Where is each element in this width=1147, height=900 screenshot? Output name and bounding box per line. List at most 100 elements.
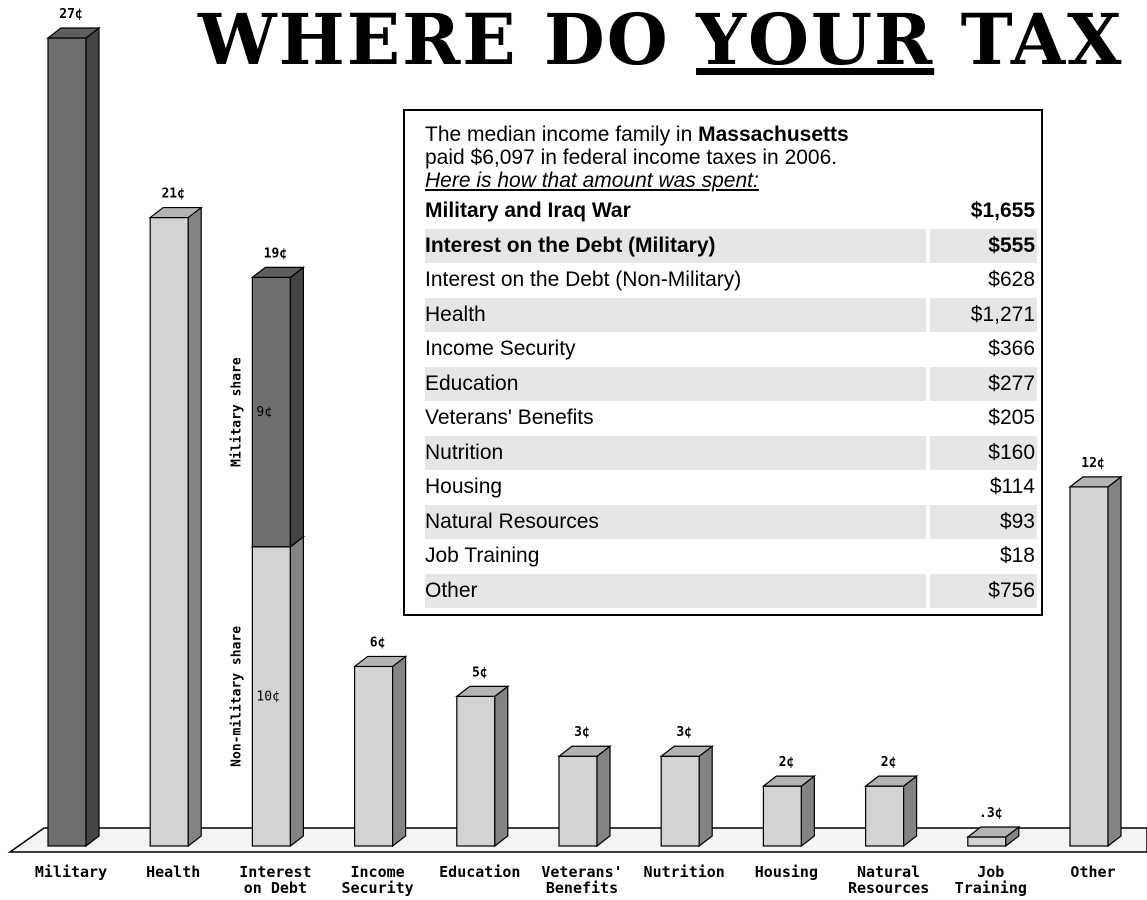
segment-name-label: Non-military share [229, 626, 244, 767]
bar-segment-front [251, 546, 291, 847]
table-row: Job Training $18 [425, 539, 1037, 574]
category-label: Interest [239, 863, 311, 881]
bar-value-label: 5¢ [472, 665, 488, 680]
bar-top [863, 775, 919, 787]
bar-top [1068, 476, 1123, 488]
row-label: Other [425, 573, 929, 608]
category-label: Military [35, 863, 107, 881]
bar-value-label: 6¢ [370, 635, 386, 650]
chart-title: WHERE DO YOUR TAX DOLLARS GO? [197, 0, 1147, 81]
bar-segment-front [251, 276, 291, 548]
row-amount: $756 [926, 573, 1037, 608]
bar-top [966, 826, 1021, 838]
bars-group [46, 26, 1123, 848]
bar-top [46, 27, 101, 39]
row-label: Military and Iraq War [425, 199, 631, 223]
row-label: Veterans' Benefits [425, 406, 594, 430]
bar-value-label: 3¢ [676, 725, 692, 740]
bar-value-label: 27¢ [59, 7, 82, 22]
bar [455, 685, 510, 848]
segment-value-label: 9¢ [256, 405, 272, 420]
bar-value-label: 19¢ [264, 246, 287, 261]
bar-top [557, 745, 612, 757]
table-row: Military and Iraq War $1,655 [425, 194, 1037, 229]
table-row: Health $1,271 [425, 297, 1037, 332]
row-label: Income Security [425, 337, 576, 361]
row-label: Health [425, 297, 929, 332]
bar-value-label: 21¢ [161, 187, 184, 202]
state-name: Massachusetts [698, 123, 849, 146]
bar [148, 206, 203, 848]
bar-top [352, 655, 408, 668]
category-label: Education [439, 863, 520, 881]
bar-side [902, 774, 918, 848]
row-amount: $160 [926, 435, 1037, 470]
row-label: Interest on the Debt (Non-Military) [425, 268, 742, 292]
category-label: Resources [848, 879, 929, 897]
bar [659, 745, 714, 848]
bar-side [1107, 475, 1122, 848]
category-label: Benefits [546, 879, 618, 897]
bar-side [494, 685, 509, 848]
bar [557, 745, 612, 848]
row-amount: $628 [988, 268, 1035, 292]
row-amount: $277 [926, 366, 1037, 401]
category-label: Health [146, 863, 200, 881]
row-amount: $205 [988, 406, 1035, 430]
table-row: Income Security $366 [425, 332, 1037, 367]
intro-line-1: The median income family in Massachusett… [425, 123, 1037, 146]
bar-side [187, 206, 202, 848]
info-intro: The median income family in Massachusett… [425, 123, 1037, 192]
bar [761, 774, 817, 848]
row-label: Education [425, 366, 929, 401]
bar [46, 26, 101, 848]
category-label: Nutrition [644, 863, 725, 881]
bar-segment-side [289, 266, 304, 548]
category-label: on Debt [244, 879, 307, 897]
table-row: Natural Resources $93 [425, 504, 1037, 539]
bar-side [85, 26, 100, 848]
bar [863, 774, 919, 848]
segment-value-label: 10¢ [256, 689, 279, 704]
spending-info-box: The median income family in Massachusett… [403, 109, 1043, 616]
bar-segment-side [289, 535, 304, 848]
bar-side [800, 774, 816, 848]
bar-front [864, 785, 905, 847]
bar [966, 825, 1021, 848]
table-row: Nutrition $160 [425, 435, 1037, 470]
bar-front [967, 836, 1007, 847]
row-amount: $366 [988, 337, 1035, 361]
labels-group: 27¢ Military 21¢ Health 10¢ Non-military shar… [35, 7, 1116, 897]
bar-value-label: 3¢ [574, 725, 590, 740]
bar-front [660, 755, 700, 847]
row-label: Natural Resources [425, 504, 929, 539]
bar-value-label: 2¢ [779, 755, 795, 770]
intro-text: The median income family in [425, 123, 699, 146]
bar-top [761, 775, 817, 787]
category-label: Veterans' [541, 863, 622, 881]
row-label: Housing [425, 475, 503, 499]
row-amount: $18 [999, 544, 1035, 568]
bar-top [455, 685, 510, 697]
row-label: Nutrition [425, 435, 929, 470]
bar-side [698, 745, 713, 848]
category-label: Income [351, 863, 405, 881]
bar-segment [250, 266, 306, 548]
category-label: Natural [857, 863, 920, 881]
row-amount: $93 [926, 504, 1037, 539]
bar-top [148, 206, 203, 219]
bar-front [149, 216, 189, 847]
bar-front [1069, 486, 1109, 847]
row-amount: $114 [989, 475, 1035, 499]
table-row: Interest on the Debt (Military) $555 [425, 228, 1037, 263]
row-amount: $1,655 [970, 199, 1035, 223]
bar-segment-top [250, 266, 306, 279]
bar-front [456, 695, 496, 847]
bar-side [596, 745, 611, 848]
table-row: Interest on the Debt (Non-Military) $628 [425, 263, 1037, 298]
category-label: Security [341, 879, 413, 897]
bar-top [659, 745, 714, 757]
category-label: Housing [755, 863, 818, 881]
row-label: Job Training [425, 544, 540, 568]
